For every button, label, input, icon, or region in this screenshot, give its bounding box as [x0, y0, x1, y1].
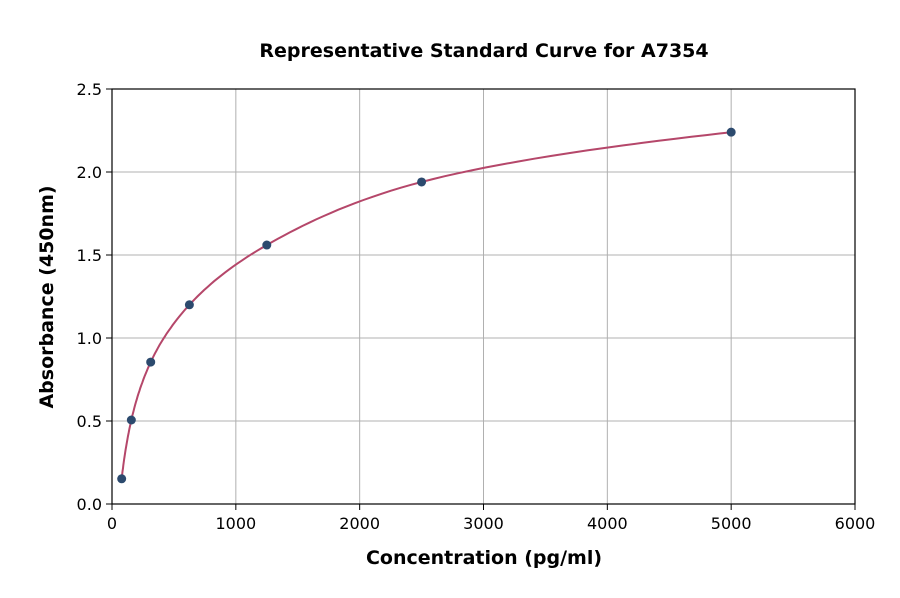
data-point — [417, 177, 427, 187]
y-tick-label: 2.5 — [77, 80, 102, 99]
chart-title: Representative Standard Curve for A7354 — [259, 40, 708, 62]
x-tick-label: 0 — [107, 514, 117, 533]
y-axis-label: Absorbance (450nm) — [36, 185, 58, 408]
data-point — [146, 357, 156, 367]
y-tick-label: 1.5 — [77, 246, 102, 265]
x-tick-label: 3000 — [463, 514, 504, 533]
data-points — [117, 127, 736, 484]
data-point — [126, 415, 136, 425]
data-point — [262, 240, 272, 250]
y-tick-label: 1.0 — [77, 329, 102, 348]
data-point — [117, 474, 127, 484]
data-point — [726, 127, 736, 137]
x-tick-label: 1000 — [215, 514, 256, 533]
x-tick-label: 5000 — [711, 514, 752, 533]
data-point — [184, 300, 194, 310]
y-tick-label: 0.5 — [77, 412, 102, 431]
plot-frame — [111, 88, 856, 505]
x-tick-label: 2000 — [339, 514, 380, 533]
ticks: 0 1000 2000 3000 4000 5000 6000 0.0 0.5 1.0 1.5 2.0… — [77, 80, 876, 533]
fit-curve — [120, 131, 732, 479]
x-tick-label: 6000 — [835, 514, 876, 533]
x-axis-label: Concentration (pg/ml) — [366, 547, 602, 569]
y-tick-label: 0.0 — [77, 495, 102, 514]
y-tick-label: 2.0 — [77, 163, 102, 182]
grid — [111, 88, 856, 505]
x-tick-label: 4000 — [587, 514, 628, 533]
